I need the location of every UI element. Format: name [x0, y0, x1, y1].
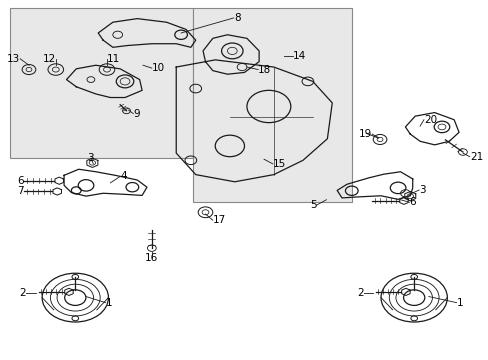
Text: 21: 21	[469, 152, 482, 162]
Text: 10: 10	[152, 63, 164, 73]
Text: 9: 9	[133, 109, 140, 119]
Text: 19: 19	[358, 129, 371, 139]
Bar	[193, 8, 351, 202]
Text: 3: 3	[418, 185, 425, 195]
Text: 6: 6	[408, 197, 415, 207]
Text: 1: 1	[456, 298, 462, 308]
Bar	[10, 8, 193, 158]
Text: 17: 17	[212, 215, 225, 225]
Text: 16: 16	[145, 253, 158, 263]
Text: 18: 18	[258, 64, 271, 75]
Text: 12: 12	[42, 54, 56, 64]
Text: 7: 7	[18, 186, 24, 197]
Text: 8: 8	[233, 13, 240, 23]
Text: 2: 2	[20, 288, 26, 298]
Text: 14: 14	[293, 51, 306, 61]
Text: 2: 2	[357, 288, 363, 298]
Text: 15: 15	[272, 159, 285, 169]
Text: 11: 11	[107, 54, 120, 64]
Text: 5: 5	[309, 200, 316, 210]
Text: 1: 1	[105, 298, 112, 308]
Text: 4: 4	[120, 171, 126, 181]
Text: 6: 6	[18, 176, 24, 186]
Text: 3: 3	[87, 153, 94, 163]
Text: 20: 20	[423, 115, 436, 125]
Text: 13: 13	[7, 54, 20, 64]
